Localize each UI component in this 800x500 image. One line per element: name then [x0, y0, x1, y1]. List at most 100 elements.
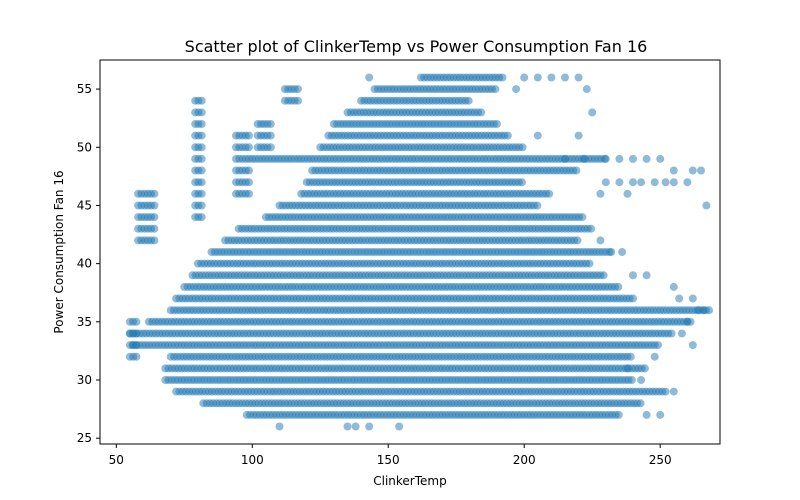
x-axis-ticks: 50 100 150 200 250 — [109, 444, 672, 467]
data-point — [245, 178, 253, 187]
data-point — [561, 73, 569, 82]
data-point — [197, 131, 206, 140]
y-tick-label: 35 — [77, 315, 92, 329]
data-point — [498, 73, 507, 82]
data-point — [518, 143, 527, 152]
data-point — [150, 189, 159, 198]
data-point — [275, 422, 284, 431]
data-point — [588, 108, 597, 117]
data-point — [294, 96, 302, 105]
data-point — [512, 85, 521, 94]
data-point — [533, 73, 542, 82]
data-point — [669, 282, 678, 291]
data-point — [132, 317, 141, 326]
data-point — [245, 154, 253, 163]
data-point — [629, 294, 637, 303]
y-tick-label: 45 — [77, 198, 92, 212]
data-point — [596, 236, 605, 245]
data-point — [637, 178, 646, 187]
y-tick-label: 55 — [77, 82, 92, 96]
data-point — [650, 178, 659, 187]
x-tick-label: 100 — [241, 453, 264, 467]
data-point — [615, 178, 624, 187]
data-point — [197, 213, 206, 222]
data-point — [669, 387, 678, 396]
data-point — [614, 282, 623, 291]
x-tick-label: 200 — [513, 453, 536, 467]
data-point — [574, 73, 583, 82]
data-point — [582, 85, 591, 94]
data-point — [661, 178, 670, 187]
data-point — [587, 224, 596, 233]
data-point — [493, 120, 501, 128]
data-point — [351, 422, 360, 431]
data-point — [197, 120, 206, 128]
data-point — [533, 201, 542, 210]
data-point — [654, 341, 662, 350]
data-point — [615, 154, 624, 163]
y-tick-label: 40 — [77, 257, 92, 271]
data-point — [545, 189, 554, 198]
data-point — [667, 329, 676, 338]
data-point — [642, 154, 651, 163]
data-point — [561, 154, 569, 163]
data-point — [132, 352, 141, 361]
data-point — [697, 166, 705, 175]
data-point — [618, 248, 627, 256]
data-point — [150, 201, 159, 210]
data-point — [627, 376, 636, 384]
data-point — [266, 120, 275, 128]
data-point — [683, 317, 692, 326]
data-point — [675, 294, 684, 303]
data-point — [150, 236, 159, 245]
data-point — [578, 213, 587, 222]
data-point — [245, 143, 253, 152]
data-point — [197, 143, 206, 152]
x-tick-label: 250 — [649, 453, 672, 467]
y-tick-label: 25 — [77, 431, 92, 445]
data-point — [585, 259, 594, 268]
data-point — [688, 166, 697, 175]
data-point — [197, 96, 206, 105]
data-point — [266, 131, 275, 140]
data-point — [669, 178, 678, 187]
data-point — [636, 399, 645, 408]
y-axis-ticks: 25 30 35 40 45 50 55 — [77, 82, 100, 445]
data-point — [464, 96, 473, 105]
data-point — [491, 85, 500, 94]
data-points — [125, 73, 714, 431]
data-point — [395, 422, 404, 431]
chart-title: Scatter plot of ClinkerTemp vs Power Con… — [185, 37, 648, 56]
data-point — [599, 271, 608, 280]
x-tick-label: 150 — [377, 453, 400, 467]
data-point — [656, 410, 665, 419]
data-point — [656, 154, 665, 163]
data-point — [629, 178, 637, 187]
y-tick-label: 50 — [77, 140, 92, 154]
data-point — [365, 73, 374, 82]
data-point — [640, 364, 649, 373]
data-point — [574, 131, 583, 140]
data-point — [197, 201, 206, 210]
data-point — [518, 178, 526, 187]
data-point — [365, 422, 374, 431]
data-point — [343, 422, 352, 431]
data-point — [150, 213, 159, 222]
data-point — [637, 376, 646, 384]
data-point — [245, 166, 253, 175]
data-point — [197, 189, 206, 198]
data-point — [694, 306, 703, 315]
data-point — [197, 166, 206, 175]
data-point — [132, 341, 141, 350]
x-tick-label: 50 — [109, 453, 124, 467]
data-point — [197, 108, 206, 117]
data-point — [294, 85, 302, 94]
data-point — [677, 329, 686, 338]
data-point — [688, 294, 697, 303]
data-point — [477, 108, 486, 117]
plot-frame — [99, 59, 721, 445]
data-point — [601, 178, 610, 187]
data-point — [669, 166, 678, 175]
data-point — [683, 178, 692, 187]
